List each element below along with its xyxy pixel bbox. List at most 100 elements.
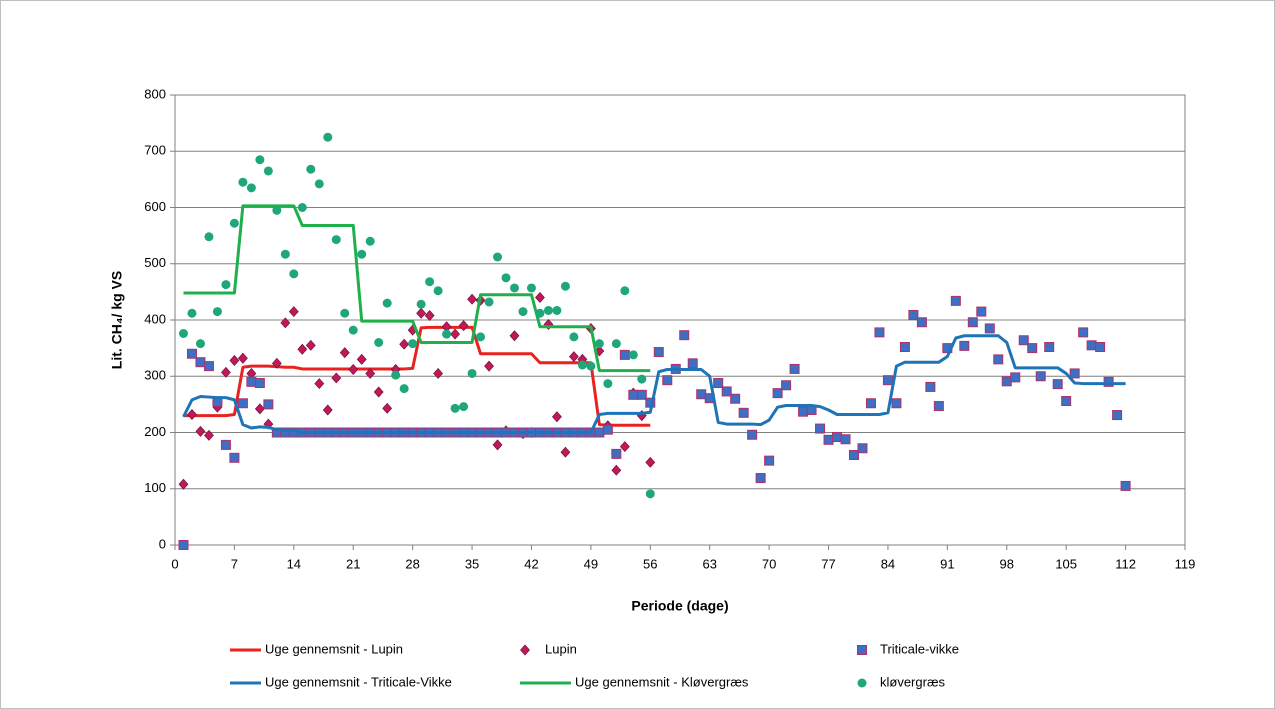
point xyxy=(221,280,231,290)
point xyxy=(484,297,494,307)
point xyxy=(781,380,792,391)
point xyxy=(620,286,630,296)
point xyxy=(331,235,341,245)
point xyxy=(331,372,342,384)
point xyxy=(178,329,188,338)
point xyxy=(178,540,189,550)
legend-label: kløvergræs xyxy=(880,674,946,689)
point xyxy=(577,360,587,370)
point xyxy=(263,166,273,176)
point xyxy=(450,328,460,340)
point xyxy=(408,339,418,349)
point xyxy=(186,348,197,359)
point xyxy=(645,456,656,468)
point xyxy=(569,351,579,363)
point xyxy=(212,307,222,317)
point xyxy=(195,357,206,368)
point xyxy=(229,218,239,228)
point xyxy=(425,277,435,287)
point xyxy=(450,403,460,413)
point xyxy=(442,329,452,339)
point xyxy=(738,407,749,418)
point xyxy=(297,343,308,355)
point xyxy=(433,286,443,296)
point xyxy=(238,177,248,187)
point xyxy=(187,409,197,420)
point xyxy=(323,132,333,142)
point xyxy=(289,269,299,279)
point xyxy=(959,340,970,351)
point xyxy=(619,349,630,360)
x-tick-label: 119 xyxy=(1175,556,1196,571)
point xyxy=(815,423,826,434)
point xyxy=(254,378,265,388)
point xyxy=(653,347,664,358)
line-series xyxy=(183,204,651,373)
point xyxy=(764,455,775,466)
point xyxy=(984,323,995,334)
point xyxy=(535,292,545,303)
x-tick-label: 14 xyxy=(287,556,301,571)
x-tick-label: 42 xyxy=(524,556,538,571)
x-tick-label: 0 xyxy=(171,556,178,571)
point xyxy=(976,306,987,317)
point xyxy=(1078,327,1089,338)
x-tick-label: 112 xyxy=(1115,556,1136,571)
line-series xyxy=(183,325,651,427)
point xyxy=(416,307,427,319)
point xyxy=(237,352,248,364)
point xyxy=(509,330,520,342)
point xyxy=(459,402,469,412)
point xyxy=(433,367,444,379)
y-tick-label: 100 xyxy=(144,480,166,495)
point xyxy=(747,429,758,440)
point xyxy=(628,350,638,360)
point xyxy=(603,379,613,389)
x-axis-title: Periode (dage) xyxy=(631,598,728,614)
point xyxy=(865,398,876,409)
point xyxy=(467,293,477,305)
point xyxy=(204,232,214,242)
point xyxy=(272,205,282,215)
y-tick-label: 400 xyxy=(144,311,166,326)
point xyxy=(322,404,333,416)
point xyxy=(314,179,324,189)
point xyxy=(848,450,859,460)
point xyxy=(399,338,410,350)
point xyxy=(306,164,316,174)
point xyxy=(348,325,358,335)
point xyxy=(288,306,299,318)
point xyxy=(713,378,724,388)
point xyxy=(458,320,469,332)
point xyxy=(755,473,766,484)
point xyxy=(484,360,494,372)
point xyxy=(636,389,647,400)
point xyxy=(1103,376,1114,387)
point xyxy=(679,330,690,341)
point xyxy=(195,339,205,349)
point xyxy=(569,332,579,342)
point xyxy=(271,357,282,369)
point xyxy=(195,425,206,437)
point xyxy=(925,381,936,392)
point xyxy=(314,378,325,390)
point xyxy=(1035,371,1046,382)
point xyxy=(187,308,197,318)
point xyxy=(237,398,248,409)
point xyxy=(1010,372,1021,383)
point xyxy=(1044,342,1055,352)
point xyxy=(356,353,367,365)
x-tick-label: 91 xyxy=(940,556,954,571)
point xyxy=(374,338,384,347)
point xyxy=(552,305,562,315)
legend-swatch xyxy=(857,645,867,655)
legend-label: Uge gennemsnit - Lupin xyxy=(265,641,403,656)
point xyxy=(823,434,834,445)
point xyxy=(280,317,291,329)
point xyxy=(229,452,240,463)
legend-label: Uge gennemsnit - Triticale-Vikke xyxy=(265,674,452,689)
y-axis-title: Lit. CH₄/ kg VS xyxy=(109,271,125,369)
legend-swatch xyxy=(857,678,867,688)
point xyxy=(280,249,290,259)
